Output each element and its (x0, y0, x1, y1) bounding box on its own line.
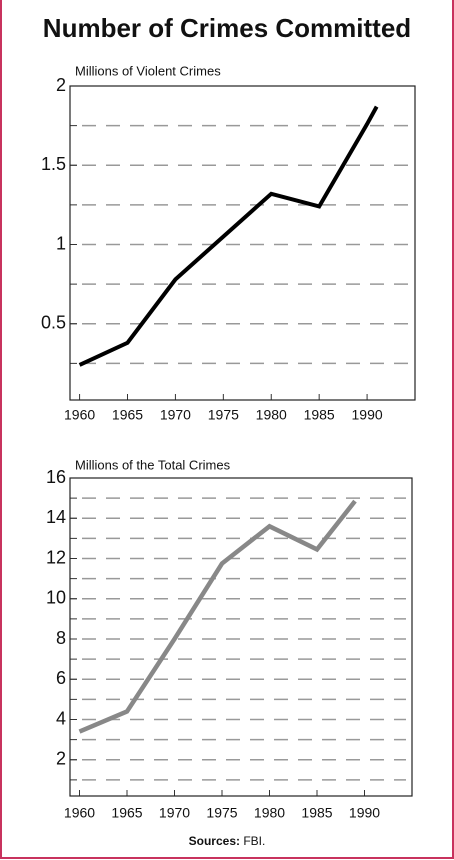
y-tick-label: 6 (56, 668, 66, 688)
chart-subtitle: Millions of the Total Crimes (75, 457, 231, 472)
y-tick-label: 16 (46, 467, 66, 487)
y-tick-label: 1 (56, 233, 66, 253)
plot-frame (69, 477, 413, 797)
x-tick-label: 1960 (64, 805, 95, 821)
x-tick-label: 1980 (256, 407, 287, 423)
y-tick-label: 4 (56, 708, 66, 728)
data-line (78, 105, 379, 367)
y-tick-label: 14 (46, 507, 66, 527)
x-tick-label: 1990 (352, 407, 383, 423)
y-tick-label: 0.5 (41, 313, 66, 333)
chart-subtitle: Millions of Violent Crimes (75, 63, 221, 78)
y-tick-label: 2 (56, 75, 66, 95)
x-tick-label: 1970 (160, 407, 191, 423)
source-label: Sources: (189, 834, 240, 848)
chart-title: Number of Crimes Committed (43, 13, 411, 43)
x-tick-label: 1975 (208, 407, 239, 423)
x-tick-label: 1985 (301, 805, 332, 821)
data-line (78, 499, 357, 734)
x-tick-label: 1960 (64, 407, 95, 423)
x-tick-label: 1965 (112, 407, 143, 423)
x-tick-label: 1965 (111, 805, 142, 821)
x-tick-label: 1985 (304, 407, 335, 423)
x-tick-label: 1980 (254, 805, 285, 821)
source-text: FBI. (243, 834, 265, 848)
source: Sources: FBI. (189, 834, 266, 848)
plot-frame (69, 85, 416, 401)
x-tick-label: 1990 (349, 805, 380, 821)
y-tick-label: 8 (56, 628, 66, 648)
x-tick-label: 1975 (206, 805, 237, 821)
y-tick-label: 10 (46, 588, 66, 608)
y-tick-label: 1.5 (41, 154, 66, 174)
y-tick-label: 2 (56, 749, 66, 769)
x-tick-label: 1970 (159, 805, 190, 821)
y-tick-label: 12 (46, 547, 66, 567)
